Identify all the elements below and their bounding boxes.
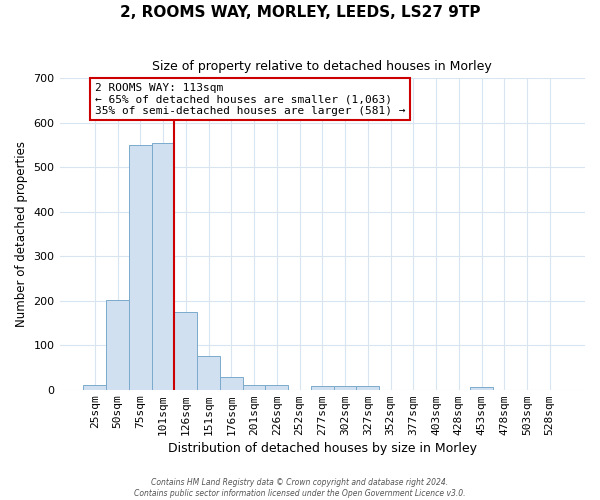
Text: 2 ROOMS WAY: 113sqm
← 65% of detached houses are smaller (1,063)
35% of semi-det: 2 ROOMS WAY: 113sqm ← 65% of detached ho… <box>95 83 405 116</box>
Bar <box>175 312 197 390</box>
Bar <box>242 385 265 390</box>
Bar <box>129 145 152 390</box>
Bar <box>106 300 129 390</box>
Bar <box>152 143 175 390</box>
Text: Contains HM Land Registry data © Crown copyright and database right 2024.
Contai: Contains HM Land Registry data © Crown c… <box>134 478 466 498</box>
Bar <box>197 356 220 390</box>
Bar <box>83 385 106 390</box>
Bar <box>265 385 288 390</box>
Text: 2, ROOMS WAY, MORLEY, LEEDS, LS27 9TP: 2, ROOMS WAY, MORLEY, LEEDS, LS27 9TP <box>120 5 480 20</box>
Bar <box>311 386 334 390</box>
Y-axis label: Number of detached properties: Number of detached properties <box>15 141 28 327</box>
Bar <box>470 388 493 390</box>
Bar <box>356 386 379 390</box>
Title: Size of property relative to detached houses in Morley: Size of property relative to detached ho… <box>152 60 492 73</box>
Bar <box>220 377 242 390</box>
Bar <box>334 386 356 390</box>
X-axis label: Distribution of detached houses by size in Morley: Distribution of detached houses by size … <box>168 442 477 455</box>
